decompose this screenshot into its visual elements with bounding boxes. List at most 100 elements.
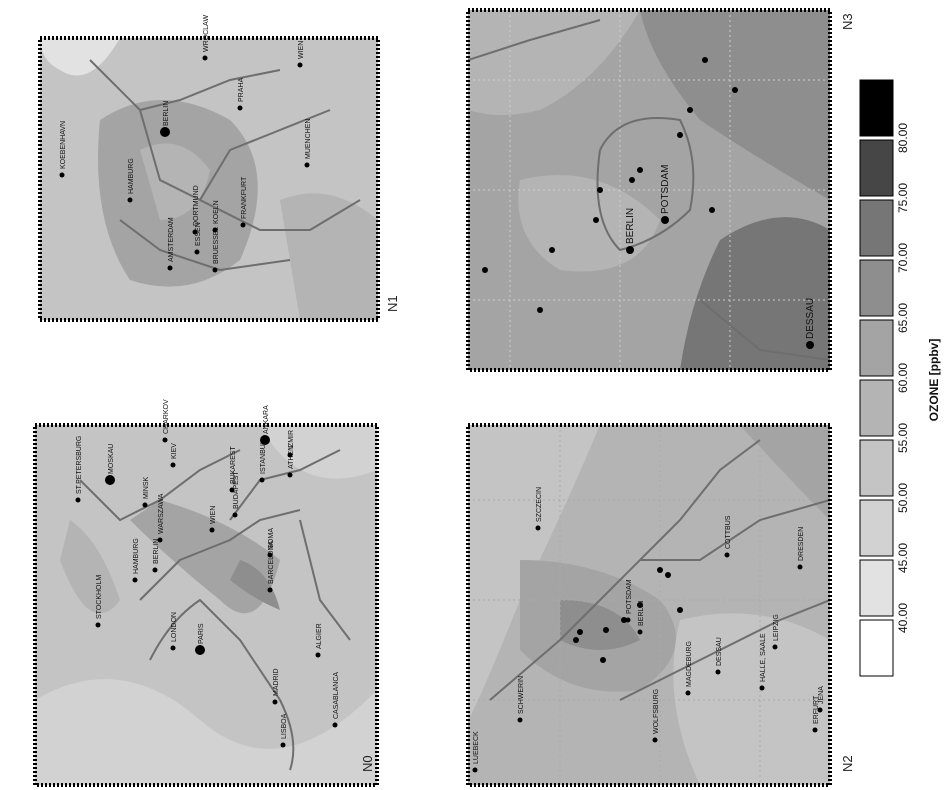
city-marker [760,686,765,691]
city-name: ALGIER [316,623,323,649]
city-marker [153,568,158,573]
city-marker [105,475,115,485]
city-marker [268,553,273,558]
panel-label: N0 [360,755,375,772]
panel-label: N2 [840,755,855,772]
city-marker [213,268,218,273]
city-marker [193,230,198,235]
city-marker [281,743,286,748]
panel-label: N1 [385,295,400,312]
legend-title: OZONE [ppbv] [927,339,941,422]
city-marker [163,438,168,443]
city-name: DESSAU [805,298,816,339]
legend-label: 40.00 [896,603,910,633]
city-name: WARSZAWA [158,493,165,534]
legend-label: 55.00 [896,423,910,453]
city-marker [268,588,273,593]
city-name: MADRID [273,668,280,696]
city-marker [195,645,205,655]
city-name: ST.PETERSBURG [76,436,83,494]
city-name: MOSKAU [108,444,115,474]
city-marker [298,63,303,68]
city-marker [686,691,691,696]
city-name: BERLIN [163,101,170,126]
city-name: BUKAREST [230,446,237,484]
city-marker [518,718,523,723]
city-marker [626,618,631,623]
city-name: CASABLANCA [333,672,340,719]
city-name: POTSDAM [660,165,671,214]
city-marker [773,645,778,650]
city-marker [716,670,721,675]
city-marker [60,173,65,178]
city-name: LEIPZIG [773,614,780,641]
city-name: MUENCHEN [305,119,312,159]
legend-swatch [860,380,893,436]
city-marker [241,223,246,228]
city-marker [171,646,176,651]
city-marker [230,488,235,493]
city-name: BERLIN [153,539,160,564]
legend-swatch [860,440,893,496]
legend-swatch [860,320,893,376]
city-marker [316,653,321,658]
city-name: IZMIR [288,430,295,449]
panel-label: N3 [840,13,855,30]
city-marker [171,463,176,468]
city-name: WOLFSBURG [653,689,660,734]
city-name: KIEV [171,443,178,459]
city-marker [653,738,658,743]
city-name: PRAHA [238,78,245,102]
map-n3 [468,10,830,370]
city-name: SCHWERIN [518,676,525,714]
city-marker [213,228,218,233]
city-name: COTTBUS [725,515,732,549]
city-name: BERLIN [638,601,645,626]
city-name: BERLIN [625,208,636,244]
legend-swatch [860,500,893,556]
city-name: JENA [818,686,825,704]
city-marker [638,630,643,635]
city-name: KOEBENHAVN [60,121,67,169]
city-marker [195,250,200,255]
city-marker [233,513,238,518]
city-marker [798,565,803,570]
legend-label: 70.00 [896,243,910,273]
city-marker [203,56,208,61]
city-name: ROMA [268,528,275,549]
map-n2 [468,425,830,785]
city-name: ISTANBUL [260,440,267,474]
city-name: DORTMUND [193,185,200,226]
city-name: POTSDAM [626,579,633,614]
legend-swatch [860,620,893,676]
city-name: LISBOA [281,713,288,739]
city-marker [725,553,730,558]
city-name: WROCLAW [203,15,210,52]
city-marker [473,768,478,773]
city-name: HAMBURG [128,158,135,194]
legend-label: 45.00 [896,543,910,573]
city-marker [260,435,270,445]
city-name: MAGDEBURG [686,641,693,687]
city-name: HALLE, SAALE [760,633,767,682]
figure: N0LONDONPARISMADRIDLISBOABARCELONAROMABE… [0,0,947,790]
city-marker [288,453,293,458]
city-name: ANKARA [263,405,270,434]
city-marker [133,578,138,583]
city-name: AMSTERDAM [168,217,175,262]
city-marker [661,216,669,224]
city-name: MINSK [143,477,150,500]
city-marker [806,341,814,349]
city-name: WIEN [210,506,217,524]
legend-label: 60.00 [896,363,910,393]
city-marker [143,503,148,508]
legend-swatch [860,260,893,316]
city-name: SZCZECIN [536,487,543,522]
city-name: LUEBECK [473,731,480,764]
city-marker [238,106,243,111]
city-name: LONDON [171,612,178,642]
legend-label: 65.00 [896,303,910,333]
city-name: WIEN [298,41,305,59]
legend-swatch [860,140,893,196]
legend-swatch [860,80,893,136]
